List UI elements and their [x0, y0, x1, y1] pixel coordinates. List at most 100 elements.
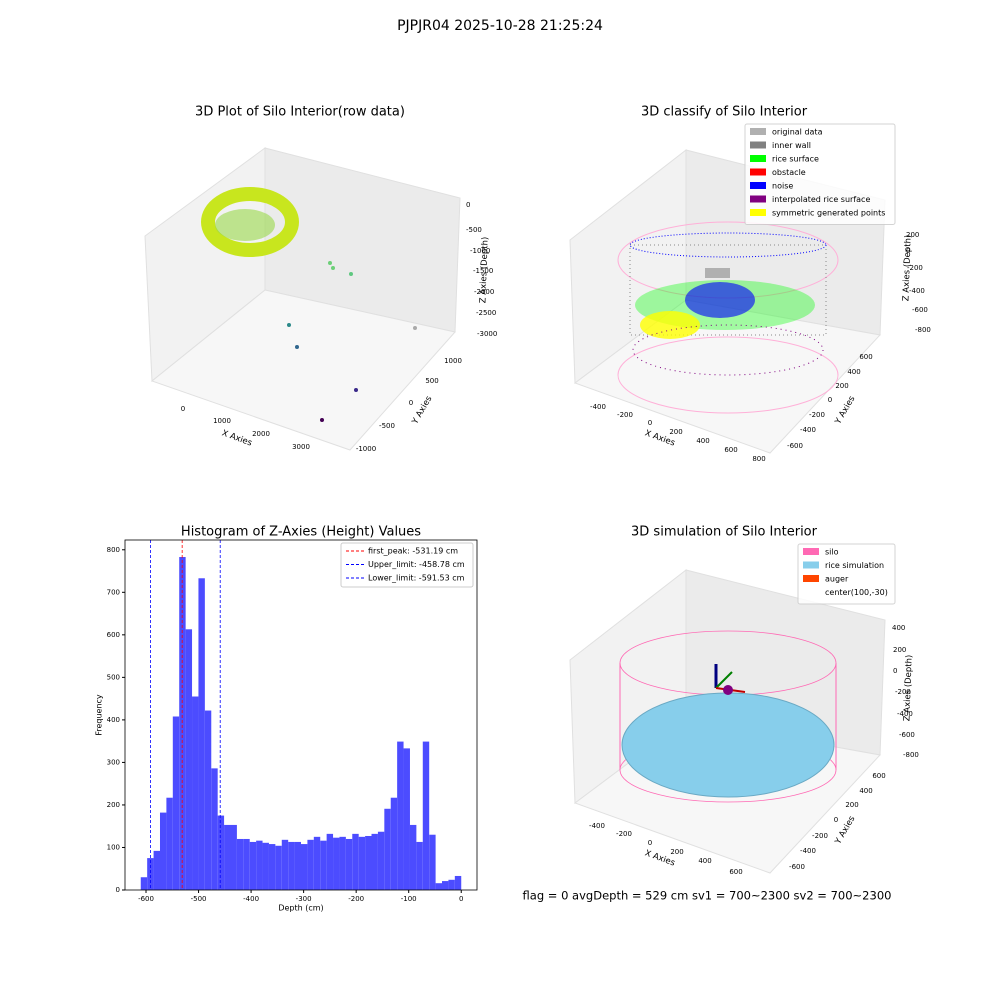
z-axis-label: Z Axies (Depth) — [901, 235, 913, 302]
bar — [333, 837, 340, 890]
noise — [629, 232, 827, 258]
y-tick-label: -200 — [809, 411, 825, 419]
bar — [442, 881, 449, 890]
y-tick-label: -500 — [379, 422, 395, 430]
y-tick-label: 400 — [859, 787, 872, 795]
y-tick-label: -400 — [800, 847, 816, 855]
legend-swatch — [803, 561, 819, 569]
annotation: flag = 0 avgDepth = 529 cm sv1 = 700~230… — [523, 889, 892, 903]
bar — [454, 875, 462, 890]
y-tick-label: 0 — [834, 816, 838, 824]
legend-box — [797, 543, 896, 605]
bar — [345, 838, 353, 890]
bar — [230, 824, 237, 890]
z-tick-label: -600 — [912, 306, 928, 314]
bar — [435, 883, 443, 890]
legend-swatch — [803, 548, 819, 555]
bar — [429, 834, 436, 890]
y-tick-label: 400 — [107, 716, 120, 724]
bar — [294, 841, 301, 890]
y-tick-label: 300 — [107, 758, 120, 766]
y-tick-label: -400 — [800, 426, 816, 434]
classified-cloud — [617, 221, 839, 414]
legend-label: interpolated rice surface — [772, 195, 870, 204]
chart-title: Histogram of Z-Axies (Height) Values — [181, 525, 421, 540]
legend-label: inner wall — [772, 141, 811, 150]
x-tick-label: 200 — [669, 428, 682, 436]
legend-label: auger — [825, 575, 849, 584]
bar — [422, 741, 430, 890]
bar — [403, 748, 410, 890]
axis-arrow — [715, 671, 733, 689]
y-axis-label: Frequency — [95, 694, 104, 736]
bar — [288, 841, 295, 890]
z-tick-label: -2000 — [474, 288, 494, 296]
z-axis-label: Z Axies (Depth) — [478, 237, 490, 304]
y-axis-label: Y Axies — [833, 394, 858, 427]
y-tick-label: 600 — [107, 631, 120, 639]
bar — [281, 839, 289, 890]
bar — [198, 578, 205, 890]
outlier — [349, 272, 353, 276]
bar — [397, 741, 404, 890]
bar — [320, 840, 327, 890]
legend-swatch — [750, 209, 766, 216]
x-tick-label: -300 — [296, 895, 312, 903]
x-tick-label: 400 — [696, 437, 709, 445]
bar — [185, 629, 193, 890]
y-tick-label: 800 — [107, 546, 120, 554]
legend-box — [744, 123, 896, 225]
legend-label: rice surface — [772, 155, 819, 164]
legend-swatch — [750, 128, 766, 135]
plot-frame — [124, 539, 478, 891]
x-tick-label: -400 — [590, 403, 606, 411]
bar — [275, 845, 282, 890]
legend-label: rice simulation — [825, 561, 884, 570]
bar — [268, 844, 276, 890]
bar — [166, 797, 173, 890]
interpolated — [632, 324, 824, 376]
bar — [358, 836, 366, 890]
x-tick-label: 3000 — [292, 443, 310, 451]
y-tick-label: 200 — [845, 801, 858, 809]
ring — [201, 187, 299, 257]
outlier — [328, 261, 332, 265]
z-tick-label: 0 — [466, 201, 470, 209]
bar — [140, 877, 148, 890]
simulation — [619, 630, 837, 803]
legend-label: first_peak: -531.19 cm — [368, 547, 458, 556]
y-tick-label: 600 — [859, 353, 872, 361]
z-tick-label: -200 — [895, 688, 911, 696]
figure-title: PJPJR04 2025-10-28 21:25:24 — [397, 18, 603, 34]
x-tick-label: 400 — [698, 857, 711, 865]
bar — [352, 833, 359, 890]
z-tick-label: -500 — [466, 226, 482, 234]
bar — [313, 836, 321, 890]
wall — [629, 244, 827, 336]
bar — [339, 836, 346, 890]
x-tick-label: -400 — [589, 822, 605, 830]
legend-label: center(100,-30) — [825, 588, 888, 597]
bar — [159, 812, 167, 890]
chart-title: 3D classify of Silo Interior — [641, 105, 808, 120]
bar — [262, 842, 269, 890]
bar — [192, 696, 199, 890]
y-tick-label: 100 — [107, 843, 120, 851]
legend-box — [340, 542, 474, 588]
z-axis-label: Z Axies (Depth) — [902, 655, 914, 722]
y-tick-label: -600 — [787, 442, 803, 450]
rice-surface — [621, 692, 835, 798]
bar — [301, 844, 308, 890]
z-tick-label: 400 — [892, 624, 905, 632]
z-tick-label: -800 — [915, 326, 931, 334]
y-tick-label: 0 — [116, 886, 120, 894]
y-tick-label: -600 — [789, 863, 805, 871]
x-tick-label: -200 — [617, 411, 633, 419]
outlier — [331, 266, 335, 270]
legend-swatch — [803, 575, 819, 582]
x-tick-label: -200 — [616, 830, 632, 838]
y-tick-label: 200 — [107, 801, 120, 809]
y-tick-label: 1000 — [444, 357, 462, 365]
noise — [685, 282, 755, 318]
x-tick-label: -200 — [348, 895, 364, 903]
